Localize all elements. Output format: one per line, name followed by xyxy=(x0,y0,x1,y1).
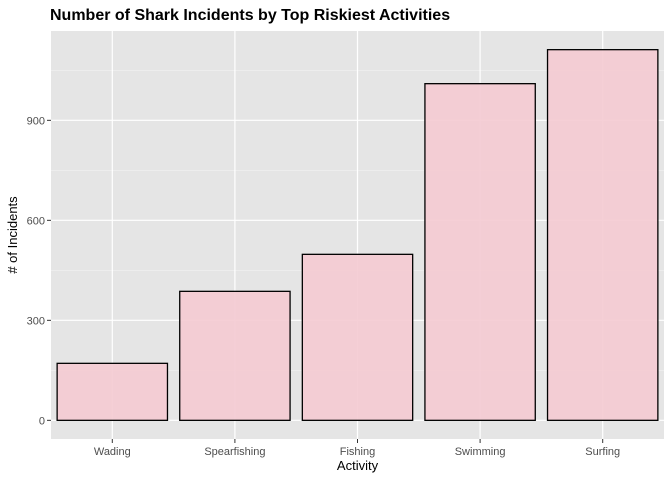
bar-fishing xyxy=(301,253,414,421)
y-axis: 0 300 600 900 xyxy=(27,115,51,427)
bar-surfing xyxy=(546,49,659,421)
x-axis-title: Activity xyxy=(337,458,379,473)
bar-swimming xyxy=(424,83,536,421)
x-axis: Wading Spearfishing Fishing Swimming Surfing xyxy=(94,439,620,458)
x-tick-label: Wading xyxy=(94,446,131,458)
y-tick-label: 900 xyxy=(27,115,45,127)
y-tick-label: 300 xyxy=(27,315,45,327)
y-tick-label: 600 xyxy=(27,215,45,227)
x-tick-label: Fishing xyxy=(340,446,375,458)
y-axis-title: # of Incidents xyxy=(5,196,20,274)
x-tick-label: Swimming xyxy=(455,446,506,458)
x-tick-label: Surfing xyxy=(585,446,620,458)
bars xyxy=(56,49,659,421)
y-tick-label: 0 xyxy=(39,415,45,427)
bar-wading xyxy=(56,362,169,421)
chart-title: Number of Shark Incidents by Top Riskies… xyxy=(50,7,450,24)
x-tick-label: Spearfishing xyxy=(204,446,265,458)
bar-spearfishing xyxy=(179,290,291,421)
